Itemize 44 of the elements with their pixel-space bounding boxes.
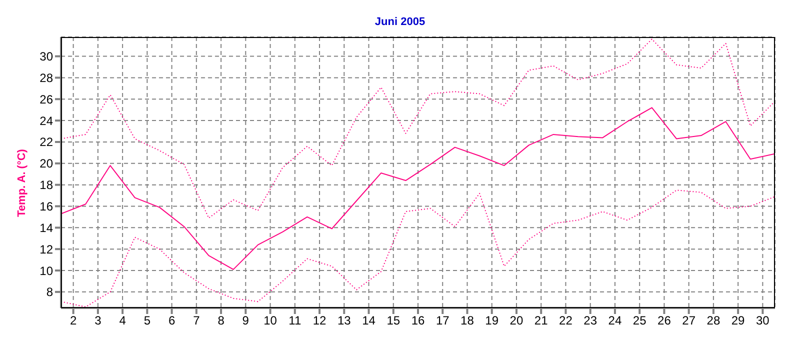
x-tick-label: 27 (682, 314, 696, 328)
x-tick-label: 28 (706, 314, 720, 328)
x-tick-label: 2 (70, 314, 77, 328)
x-tick-label: 13 (337, 314, 352, 328)
x-tick-label: 20 (510, 314, 524, 328)
x-tick-label: 25 (632, 314, 647, 328)
y-tick-label: 12 (40, 242, 54, 256)
x-tick-label: 12 (312, 314, 327, 328)
chart-title: Juni 2005 (374, 16, 426, 28)
x-tick-label: 9 (242, 314, 250, 328)
y-axis-title: Temp. A. (°C) (16, 149, 28, 217)
x-tick-label: 18 (460, 314, 474, 328)
x-tick-label: 6 (168, 314, 176, 328)
x-tick-label: 30 (756, 314, 770, 328)
x-tick-label: 5 (144, 314, 151, 328)
x-tick-label: 15 (386, 314, 400, 328)
y-tick-label: 20 (40, 156, 54, 171)
y-tick-label: 24 (40, 114, 54, 128)
x-tick-label: 7 (193, 314, 200, 328)
x-tick-label: 11 (288, 314, 302, 328)
y-tick-label: 26 (40, 92, 54, 106)
x-tick-label: 19 (485, 314, 499, 328)
x-tick-label: 17 (436, 314, 450, 328)
y-tick-label: 14 (40, 220, 54, 235)
x-tick-label: 21 (534, 314, 548, 328)
y-tick-label: 22 (40, 135, 54, 150)
x-tick-label: 8 (218, 314, 225, 328)
y-tick-label: 30 (40, 50, 54, 64)
y-tick-label: 28 (40, 70, 54, 85)
x-tick-label: 14 (362, 314, 376, 328)
x-tick-label: 24 (608, 314, 622, 328)
x-tick-label: 22 (559, 314, 573, 328)
x-tick-label: 29 (731, 314, 746, 328)
y-tick-label: 18 (40, 178, 54, 192)
y-tick-label: 10 (40, 264, 54, 278)
x-tick-label: 26 (658, 314, 672, 328)
x-tick-label: 16 (411, 314, 425, 328)
x-tick-label: 23 (584, 314, 598, 328)
line-series (61, 107, 775, 270)
y-tick-label: 16 (40, 200, 54, 214)
y-tick-label: 8 (46, 285, 54, 300)
x-tick-label: 10 (264, 314, 278, 328)
x-tick-label: 3 (94, 314, 102, 328)
x-tick-label: 4 (119, 314, 126, 328)
